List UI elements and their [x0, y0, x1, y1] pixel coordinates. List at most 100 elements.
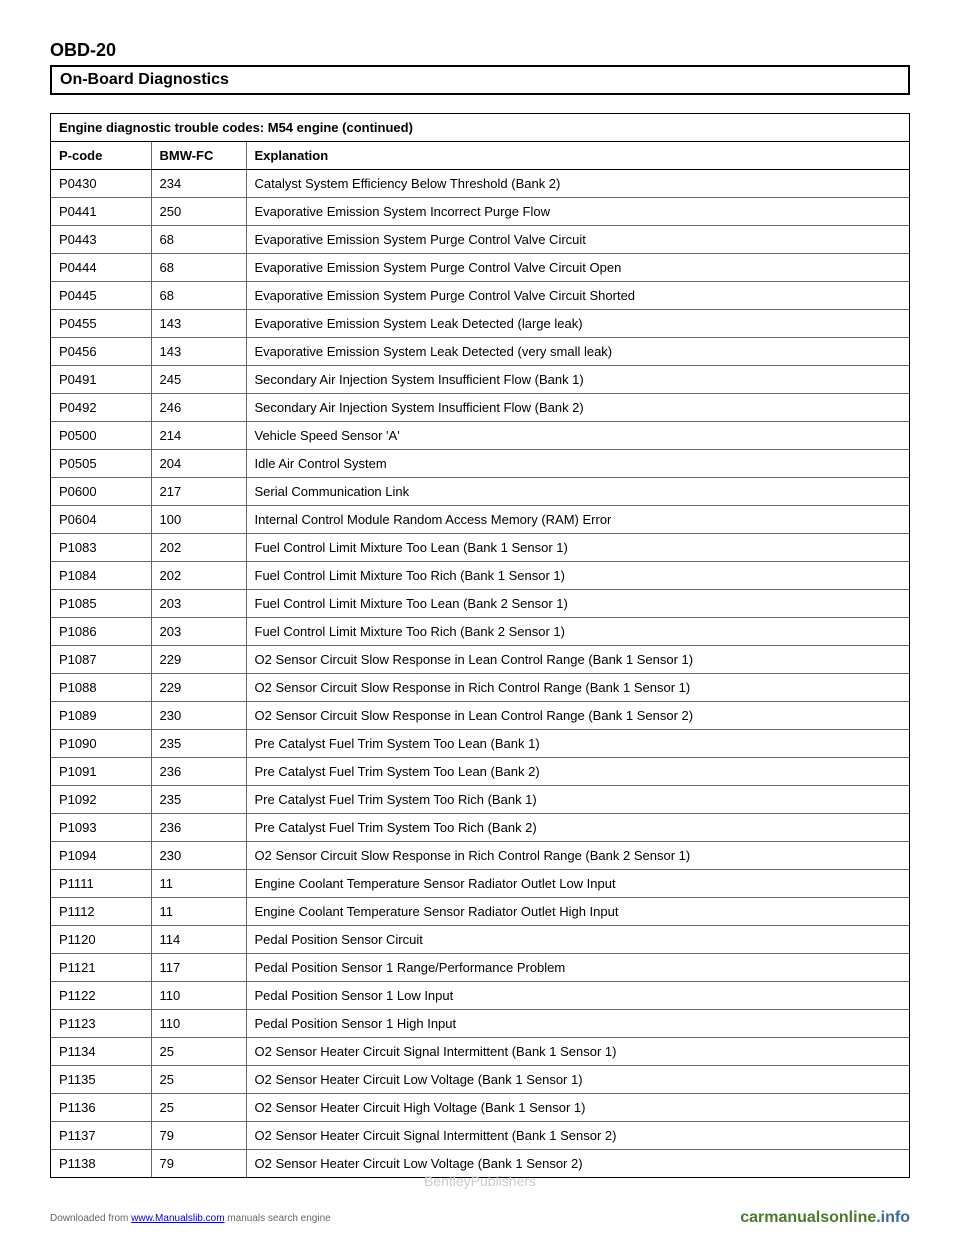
cell-bmwfc: 25: [151, 1094, 246, 1122]
cell-explanation: Internal Control Module Random Access Me…: [246, 506, 909, 534]
table-row: P0455143Evaporative Emission System Leak…: [51, 310, 909, 338]
dtc-table-container: Engine diagnostic trouble codes: M54 eng…: [50, 113, 910, 1178]
cell-pcode: P0445: [51, 282, 151, 310]
cell-bmwfc: 68: [151, 226, 246, 254]
table-row: P1087229O2 Sensor Circuit Slow Response …: [51, 646, 909, 674]
table-row: P1086203Fuel Control Limit Mixture Too R…: [51, 618, 909, 646]
cell-explanation: Pedal Position Sensor Circuit: [246, 926, 909, 954]
cell-explanation: Evaporative Emission System Incorrect Pu…: [246, 198, 909, 226]
table-row: P1094230O2 Sensor Circuit Slow Response …: [51, 842, 909, 870]
cell-explanation: Evaporative Emission System Purge Contro…: [246, 254, 909, 282]
cell-explanation: Evaporative Emission System Purge Contro…: [246, 226, 909, 254]
footer-download-note: Downloaded from www.Manualslib.com manua…: [50, 1213, 331, 1224]
cell-pcode: P1083: [51, 534, 151, 562]
cell-pcode: P1120: [51, 926, 151, 954]
cell-pcode: P1135: [51, 1066, 151, 1094]
cell-explanation: Pre Catalyst Fuel Trim System Too Rich (…: [246, 786, 909, 814]
cell-pcode: P1123: [51, 1010, 151, 1038]
table-row: P0491245Secondary Air Injection System I…: [51, 366, 909, 394]
cell-explanation: O2 Sensor Circuit Slow Response in Rich …: [246, 842, 909, 870]
cell-bmwfc: 11: [151, 870, 246, 898]
cell-bmwfc: 143: [151, 310, 246, 338]
footer-site-brand: carmanualsonline.info: [740, 1209, 910, 1227]
cell-pcode: P1092: [51, 786, 151, 814]
page-footer: Downloaded from www.Manualslib.com manua…: [50, 1209, 910, 1227]
cell-bmwfc: 25: [151, 1038, 246, 1066]
table-header-row: P-code BMW-FC Explanation: [51, 142, 909, 170]
table-row: P0604100Internal Control Module Random A…: [51, 506, 909, 534]
cell-explanation: O2 Sensor Heater Circuit Signal Intermit…: [246, 1038, 909, 1066]
cell-bmwfc: 68: [151, 282, 246, 310]
cell-bmwfc: 110: [151, 982, 246, 1010]
cell-pcode: P0430: [51, 170, 151, 198]
cell-bmwfc: 245: [151, 366, 246, 394]
cell-explanation: O2 Sensor Heater Circuit Signal Intermit…: [246, 1122, 909, 1150]
cell-bmwfc: 203: [151, 590, 246, 618]
cell-explanation: Idle Air Control System: [246, 450, 909, 478]
cell-explanation: O2 Sensor Heater Circuit High Voltage (B…: [246, 1094, 909, 1122]
cell-bmwfc: 117: [151, 954, 246, 982]
cell-pcode: P0444: [51, 254, 151, 282]
cell-pcode: P1111: [51, 870, 151, 898]
cell-bmwfc: 204: [151, 450, 246, 478]
table-row: P1088229O2 Sensor Circuit Slow Response …: [51, 674, 909, 702]
table-row: P113425O2 Sensor Heater Circuit Signal I…: [51, 1038, 909, 1066]
cell-pcode: P0443: [51, 226, 151, 254]
cell-bmwfc: 100: [151, 506, 246, 534]
table-row: P111111Engine Coolant Temperature Sensor…: [51, 870, 909, 898]
cell-explanation: Pedal Position Sensor 1 Range/Performanc…: [246, 954, 909, 982]
cell-explanation: Pedal Position Sensor 1 Low Input: [246, 982, 909, 1010]
cell-explanation: Fuel Control Limit Mixture Too Lean (Ban…: [246, 534, 909, 562]
footer-download-suffix: manuals search engine: [225, 1213, 331, 1224]
cell-bmwfc: 234: [151, 170, 246, 198]
cell-pcode: P1088: [51, 674, 151, 702]
cell-bmwfc: 79: [151, 1122, 246, 1150]
cell-pcode: P1094: [51, 842, 151, 870]
cell-bmwfc: 114: [151, 926, 246, 954]
section-title: On-Board Diagnostics: [50, 65, 910, 95]
table-row: P1092235Pre Catalyst Fuel Trim System To…: [51, 786, 909, 814]
cell-pcode: P1084: [51, 562, 151, 590]
cell-explanation: Secondary Air Injection System Insuffici…: [246, 366, 909, 394]
cell-explanation: Fuel Control Limit Mixture Too Rich (Ban…: [246, 562, 909, 590]
cell-bmwfc: 246: [151, 394, 246, 422]
cell-explanation: Vehicle Speed Sensor 'A': [246, 422, 909, 450]
watermark: BentleyPublishers: [50, 1173, 910, 1189]
cell-bmwfc: 250: [151, 198, 246, 226]
cell-pcode: P1136: [51, 1094, 151, 1122]
dtc-table: P-code BMW-FC Explanation P0430234Cataly…: [51, 142, 909, 1177]
cell-bmwfc: 235: [151, 786, 246, 814]
cell-pcode: P1112: [51, 898, 151, 926]
cell-bmwfc: 110: [151, 1010, 246, 1038]
cell-pcode: P0505: [51, 450, 151, 478]
cell-pcode: P1137: [51, 1122, 151, 1150]
table-row: P1090235Pre Catalyst Fuel Trim System To…: [51, 730, 909, 758]
table-row: P044368Evaporative Emission System Purge…: [51, 226, 909, 254]
table-row: P044568Evaporative Emission System Purge…: [51, 282, 909, 310]
cell-pcode: P1085: [51, 590, 151, 618]
cell-bmwfc: 11: [151, 898, 246, 926]
table-row: P044468Evaporative Emission System Purge…: [51, 254, 909, 282]
table-row: P0441250Evaporative Emission System Inco…: [51, 198, 909, 226]
cell-pcode: P0456: [51, 338, 151, 366]
cell-bmwfc: 68: [151, 254, 246, 282]
table-row: P1085203Fuel Control Limit Mixture Too L…: [51, 590, 909, 618]
cell-explanation: Evaporative Emission System Purge Contro…: [246, 282, 909, 310]
column-header-pcode: P-code: [51, 142, 151, 170]
cell-explanation: Serial Communication Link: [246, 478, 909, 506]
footer-site-name: carmanualsonline: [740, 1209, 876, 1226]
cell-explanation: Pre Catalyst Fuel Trim System Too Lean (…: [246, 758, 909, 786]
cell-bmwfc: 202: [151, 534, 246, 562]
table-row: P113625O2 Sensor Heater Circuit High Vol…: [51, 1094, 909, 1122]
cell-pcode: P1089: [51, 702, 151, 730]
footer-download-link[interactable]: www.Manualslib.com: [131, 1213, 224, 1224]
cell-pcode: P1122: [51, 982, 151, 1010]
cell-explanation: Fuel Control Limit Mixture Too Lean (Ban…: [246, 590, 909, 618]
cell-explanation: Pedal Position Sensor 1 High Input: [246, 1010, 909, 1038]
table-row: P1089230O2 Sensor Circuit Slow Response …: [51, 702, 909, 730]
cell-explanation: Secondary Air Injection System Insuffici…: [246, 394, 909, 422]
table-row: P1123110Pedal Position Sensor 1 High Inp…: [51, 1010, 909, 1038]
cell-bmwfc: 25: [151, 1066, 246, 1094]
cell-bmwfc: 217: [151, 478, 246, 506]
cell-bmwfc: 235: [151, 730, 246, 758]
